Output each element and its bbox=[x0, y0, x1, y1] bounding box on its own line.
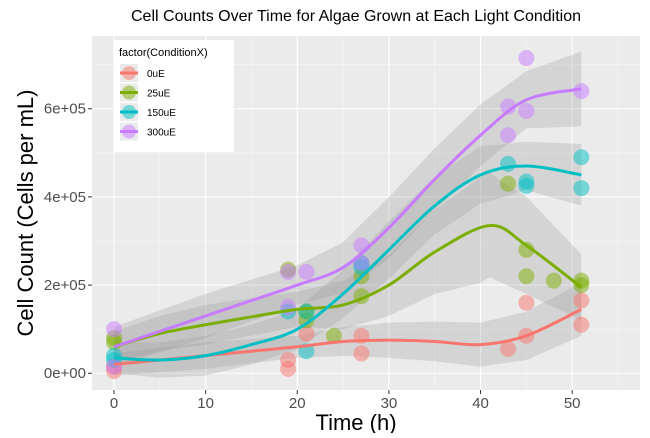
data-point-25uE bbox=[573, 277, 590, 294]
data-point-300uE bbox=[500, 98, 517, 115]
data-point-300uE bbox=[573, 83, 590, 100]
y-tick-label: 4e+05 bbox=[44, 189, 86, 206]
data-point-0uE bbox=[500, 341, 517, 358]
x-tick-label: 40 bbox=[472, 395, 489, 412]
data-point-25uE bbox=[325, 327, 342, 344]
data-point-0uE bbox=[573, 316, 590, 333]
y-tick-label: 6e+05 bbox=[44, 101, 86, 118]
data-point-300uE bbox=[280, 263, 297, 280]
x-tick-label: 0 bbox=[110, 395, 118, 412]
data-point-25uE bbox=[500, 175, 517, 192]
confidence-band-300uE bbox=[113, 51, 582, 367]
data-point-150uE bbox=[518, 173, 535, 190]
legend: factor(ConditionX) 0uE 25uE 150uE 300uE bbox=[114, 40, 234, 152]
x-tick-label: 30 bbox=[381, 395, 398, 412]
chart-title: Cell Counts Over Time for Algae Grown at… bbox=[131, 8, 581, 25]
smooth-lines bbox=[113, 87, 583, 366]
data-point-300uE bbox=[353, 255, 370, 272]
legend-label: 0uE bbox=[147, 69, 165, 80]
y-axis-label: Cell Count (Cells per mL) bbox=[13, 90, 38, 337]
data-point-300uE bbox=[105, 321, 122, 338]
confidence-band-25uE bbox=[113, 173, 582, 363]
data-point-0uE bbox=[298, 325, 315, 342]
data-point-300uE bbox=[298, 263, 315, 280]
data-point-300uE bbox=[518, 102, 535, 119]
data-point-0uE bbox=[518, 294, 535, 311]
data-point-25uE bbox=[518, 241, 535, 258]
data-point-150uE bbox=[298, 303, 315, 320]
x-tick-label: 20 bbox=[289, 395, 306, 412]
legend-title: factor(ConditionX) bbox=[119, 47, 208, 59]
data-point-300uE bbox=[500, 127, 517, 144]
data-point-0uE bbox=[573, 292, 590, 309]
y-tick-label: 0e+00 bbox=[44, 365, 86, 382]
legend-label: 25uE bbox=[147, 89, 171, 100]
data-point-0uE bbox=[280, 352, 297, 369]
legend-label: 150uE bbox=[147, 108, 176, 119]
y-tick-label: 2e+05 bbox=[44, 277, 86, 294]
x-axis-label: Time (h) bbox=[315, 410, 396, 433]
data-point-300uE bbox=[353, 237, 370, 254]
data-point-0uE bbox=[353, 345, 370, 362]
smooth-line-150uE bbox=[113, 164, 582, 362]
legend-label: 300uE bbox=[147, 128, 176, 139]
x-tick-label: 50 bbox=[564, 395, 581, 412]
data-point-150uE bbox=[573, 149, 590, 166]
data-point-300uE bbox=[518, 50, 535, 67]
axes: 0 10 20 30 40 50 0e+00 2e+05 4e+05 6e+05 bbox=[44, 101, 581, 412]
data-point-25uE bbox=[545, 272, 562, 289]
smooth-line-25uE bbox=[113, 224, 583, 349]
data-point-150uE bbox=[105, 347, 122, 364]
data-point-150uE bbox=[573, 180, 590, 197]
smooth-line-300uE bbox=[113, 87, 582, 349]
data-point-25uE bbox=[518, 268, 535, 285]
data-point-300uE bbox=[105, 358, 122, 375]
x-tick-label: 10 bbox=[197, 395, 214, 412]
confidence-band-150uE bbox=[113, 141, 582, 378]
